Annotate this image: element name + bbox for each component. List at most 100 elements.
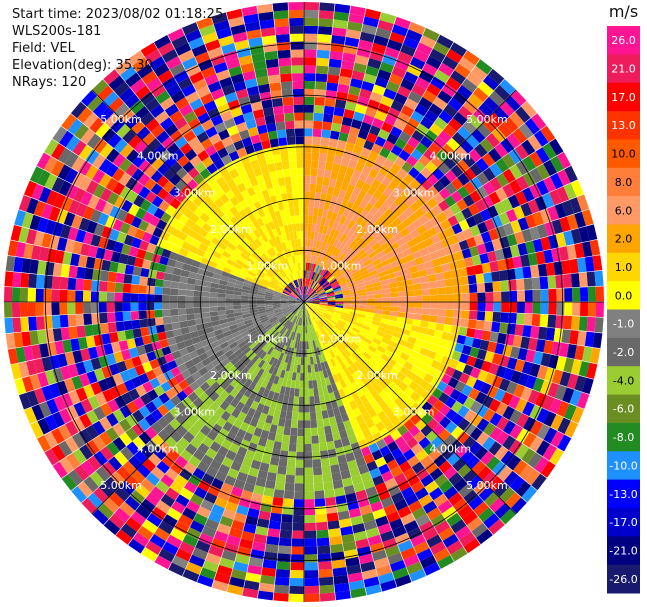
- velocity-bin: [276, 343, 283, 352]
- velocity-bin: [239, 464, 251, 475]
- velocity-bin: [317, 168, 325, 178]
- velocity-bin: [301, 317, 304, 326]
- velocity-bin: [226, 281, 236, 288]
- velocity-bin: [187, 201, 199, 213]
- velocity-bin: [271, 237, 279, 246]
- velocity-bin: [286, 285, 293, 292]
- velocity-bin: [339, 318, 348, 324]
- colorbar: m/s26.021.017.013.010.08.06.02.01.00.0-1…: [607, 2, 640, 607]
- velocity-bin: [413, 313, 422, 321]
- velocity-bin: [127, 50, 145, 66]
- velocity-bin: [162, 514, 178, 528]
- velocity-bin: [262, 35, 277, 45]
- velocity-bin: [423, 356, 434, 367]
- velocity-bin: [295, 263, 299, 272]
- velocity-bin: [264, 302, 273, 305]
- velocity-bin: [283, 498, 294, 507]
- velocity-bin: [170, 395, 182, 407]
- velocity-bin: [119, 501, 136, 517]
- azimuth-radial: [91, 301, 305, 515]
- velocity-bin: [322, 225, 329, 235]
- velocity-bin: [295, 288, 300, 296]
- velocity-bin: [205, 144, 217, 157]
- velocity-bin: [459, 531, 476, 547]
- velocity-bin: [114, 292, 123, 302]
- velocity-bin: [350, 587, 367, 599]
- velocity-bin: [412, 344, 422, 354]
- velocity-bin: [131, 181, 145, 195]
- velocity-bin: [474, 143, 488, 158]
- velocity-bin: [521, 485, 538, 503]
- velocity-bin: [437, 90, 453, 104]
- velocity-bin: [221, 326, 231, 334]
- velocity-bin: [346, 249, 355, 258]
- velocity-bin: [237, 255, 247, 264]
- velocity-bin: [338, 319, 347, 326]
- velocity-bin: [326, 210, 334, 220]
- velocity-bin: [322, 282, 330, 288]
- velocity-bin: [359, 240, 369, 250]
- velocity-bin: [319, 299, 328, 302]
- velocity-bin: [502, 183, 515, 198]
- velocity-bin: [386, 345, 396, 354]
- velocity-bin: [230, 106, 243, 118]
- velocity-bin: [65, 135, 81, 152]
- velocity-bin: [282, 362, 288, 371]
- velocity-bin: [332, 284, 340, 290]
- velocity-bin: [415, 513, 431, 527]
- ring-label: 4.00km: [430, 150, 472, 163]
- velocity-bin: [508, 312, 517, 324]
- velocity-bin: [388, 282, 398, 289]
- velocity-bin: [60, 327, 71, 341]
- velocity-bin: [209, 297, 218, 302]
- velocity-bin: [178, 214, 189, 225]
- velocity-bin: [133, 194, 145, 208]
- velocity-bin: [165, 265, 175, 275]
- velocity-bin: [293, 507, 304, 516]
- velocity-bin: [294, 128, 304, 137]
- velocity-bin: [337, 83, 350, 94]
- velocity-bin: [365, 106, 378, 118]
- velocity-bin: [468, 310, 478, 320]
- velocity-bin: [297, 428, 304, 437]
- velocity-bin: [358, 464, 370, 475]
- velocity-bin: [162, 309, 171, 317]
- velocity-bin: [52, 328, 63, 342]
- velocity-bin: [189, 493, 204, 506]
- velocity-bin: [67, 277, 77, 290]
- velocity-bin: [329, 228, 336, 237]
- velocity-bin: [470, 413, 483, 427]
- velocity-bin: [157, 263, 167, 273]
- velocity-bin: [314, 313, 320, 321]
- velocity-bin: [311, 298, 320, 301]
- velocity-bin: [59, 289, 68, 302]
- velocity-bin: [253, 166, 263, 177]
- velocity-bin: [430, 359, 441, 370]
- velocity-bin: [509, 290, 518, 302]
- velocity-bin: [241, 530, 255, 542]
- velocity-bin: [381, 259, 391, 267]
- velocity-bin: [289, 294, 298, 299]
- velocity-bin: [213, 268, 223, 276]
- velocity-bin: [477, 81, 494, 97]
- velocity-bin: [413, 49, 429, 63]
- velocity-bin: [193, 254, 203, 263]
- velocity-bin: [317, 545, 331, 555]
- velocity-bin: [456, 259, 467, 269]
- velocity-bin: [473, 358, 485, 370]
- velocity-bin: [227, 277, 237, 284]
- velocity-bin: [414, 487, 429, 500]
- velocity-bin: [291, 411, 299, 421]
- velocity-bin: [294, 289, 300, 296]
- velocity-bin: [304, 278, 307, 287]
- velocity-bin: [26, 229, 37, 245]
- velocity-bin: [359, 504, 373, 516]
- velocity-bin: [555, 315, 565, 329]
- velocity-bin: [93, 223, 105, 237]
- velocity-bin: [291, 356, 296, 365]
- velocity-bin: [482, 181, 496, 195]
- velocity-bin: [514, 267, 524, 280]
- velocity-bin: [210, 54, 226, 67]
- velocity-bin: [489, 497, 505, 513]
- velocity-bin: [533, 130, 549, 147]
